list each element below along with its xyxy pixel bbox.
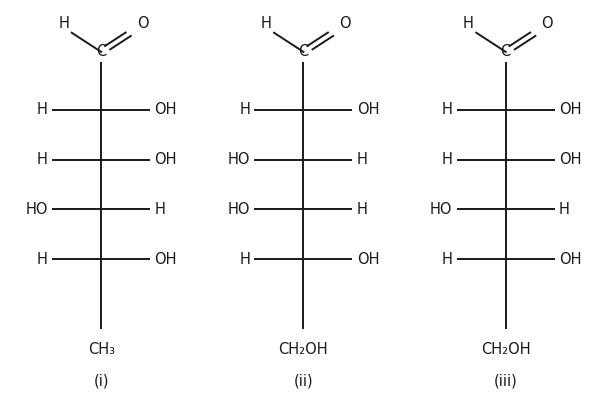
- Text: (i): (i): [93, 373, 109, 389]
- Text: OH: OH: [559, 152, 582, 167]
- Text: H: H: [37, 252, 48, 267]
- Text: HO: HO: [227, 202, 250, 217]
- Text: H: H: [239, 102, 250, 117]
- Text: H: H: [441, 152, 452, 167]
- Text: CH₃: CH₃: [88, 342, 115, 357]
- Text: H: H: [154, 202, 166, 217]
- Text: C: C: [501, 44, 511, 59]
- Text: H: H: [239, 252, 250, 267]
- Text: CH₂OH: CH₂OH: [279, 342, 328, 357]
- Text: HO: HO: [25, 202, 48, 217]
- Text: O: O: [541, 16, 553, 31]
- Text: HO: HO: [227, 152, 250, 167]
- Text: OH: OH: [154, 102, 177, 117]
- Text: H: H: [261, 16, 272, 31]
- Text: (iii): (iii): [494, 373, 517, 389]
- Text: OH: OH: [559, 102, 582, 117]
- Text: C: C: [96, 44, 106, 59]
- Text: H: H: [463, 16, 474, 31]
- Text: (ii): (ii): [294, 373, 313, 389]
- Text: O: O: [137, 16, 148, 31]
- Text: OH: OH: [559, 252, 582, 267]
- Text: H: H: [37, 152, 48, 167]
- Text: OH: OH: [357, 252, 379, 267]
- Text: H: H: [58, 16, 69, 31]
- Text: OH: OH: [154, 152, 177, 167]
- Text: O: O: [339, 16, 351, 31]
- Text: OH: OH: [357, 102, 379, 117]
- Text: H: H: [357, 152, 368, 167]
- Text: CH₂OH: CH₂OH: [481, 342, 530, 357]
- Text: H: H: [441, 102, 452, 117]
- Text: H: H: [357, 202, 368, 217]
- Text: H: H: [559, 202, 570, 217]
- Text: H: H: [441, 252, 452, 267]
- Text: C: C: [299, 44, 308, 59]
- Text: OH: OH: [154, 252, 177, 267]
- Text: H: H: [37, 102, 48, 117]
- Text: HO: HO: [430, 202, 452, 217]
